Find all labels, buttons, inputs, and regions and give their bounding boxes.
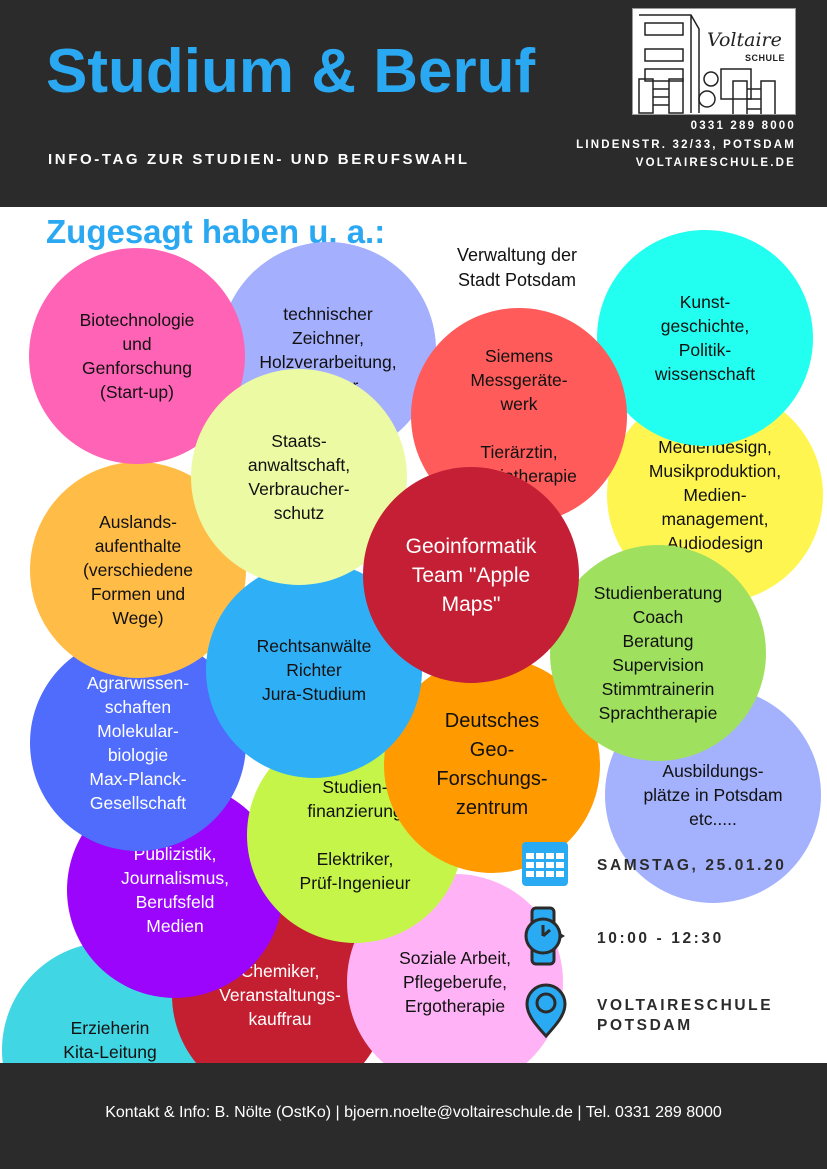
event-location: VOLTAIRESCHULE POTSDAM (597, 997, 774, 1034)
footer-contact: Kontakt & Info: B. Nölte (OstKo) | bjoer… (105, 1104, 722, 1121)
participant-circle: Studienberatung Coach Beratung Supervisi… (550, 545, 766, 761)
subtitle: INFO-TAG ZUR STUDIEN- UND BERUFSWAHL (48, 151, 470, 168)
page-title: Studium & Beruf (46, 37, 536, 106)
participant-circle: Geoinformatik Team "Apple Maps" (363, 467, 579, 683)
address: LINDENSTR. 32/33, POTSDAM (576, 139, 796, 151)
participant-text: Verwaltung der Stadt Potsdam (456, 245, 578, 290)
calendar-icon (522, 842, 568, 886)
school-building-drawing (638, 14, 776, 114)
website[interactable]: VOLTAIRESCHULE.DE (635, 157, 796, 169)
map-pin-icon (525, 983, 567, 1039)
watch-icon (524, 906, 565, 966)
event-date: SAMSTAG, 25.01.20 (597, 857, 787, 874)
logo-text: Voltaire (707, 29, 782, 51)
header: Studium & Beruf INFO-TAG ZUR STUDIEN- UN… (0, 0, 827, 207)
event-time: 10:00 - 12:30 (597, 930, 724, 947)
school-logo: Voltaire SCHULE (632, 8, 796, 115)
footer: Kontakt & Info: B. Nölte (OstKo) | bjoer… (0, 1063, 827, 1169)
phone: 0331 289 8000 (690, 120, 796, 132)
logo-subtext: SCHULE (745, 53, 786, 63)
participant-circle: Kunst- geschichte, Politik- wissenschaft (597, 230, 813, 446)
